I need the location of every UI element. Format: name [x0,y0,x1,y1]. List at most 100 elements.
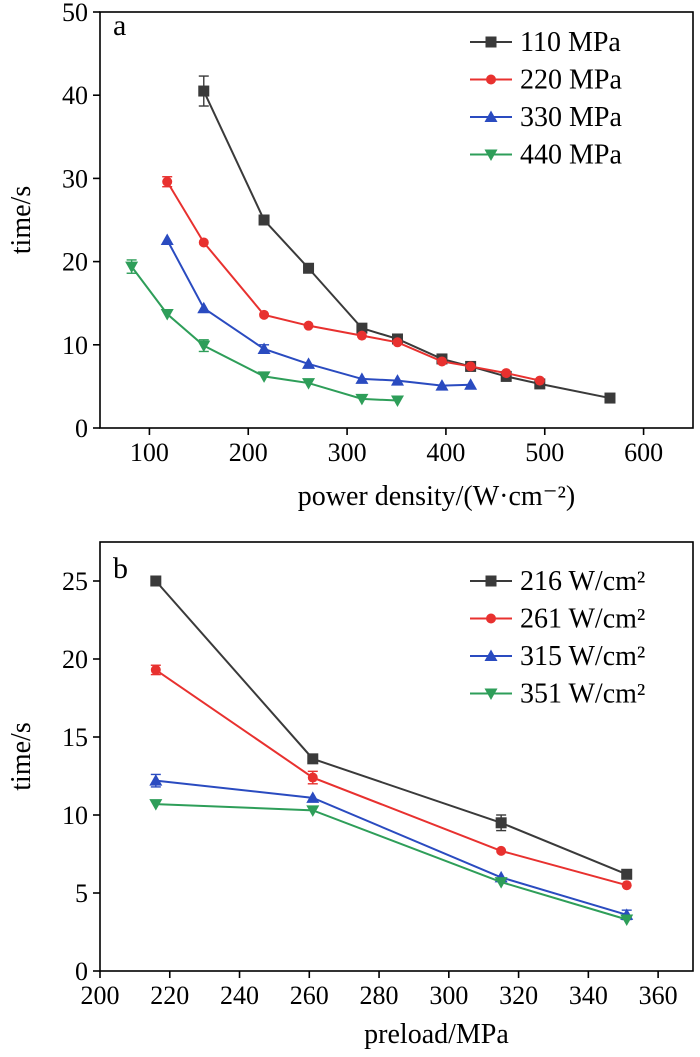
y-axis-label: time/s [6,186,37,254]
legend-marker [486,74,496,85]
x-tick-label: 320 [499,981,538,1010]
x-tick-label: 360 [639,981,678,1010]
legend-entry: 220 MPa [470,65,622,96]
data-point [259,309,270,320]
data-point [604,392,616,404]
legend-label: 315 W/cm² [520,641,645,672]
x-tick-label: 340 [569,981,608,1010]
plot-frame [99,11,694,429]
series-261-w-cm- [150,664,632,891]
data-point [494,877,508,889]
data-point [307,772,318,783]
data-point [306,791,320,803]
legend-marker [484,110,498,122]
data-point [621,880,632,891]
legend-label: 330 MPa [520,102,622,133]
x-tick-label: 100 [130,438,169,467]
data-point [197,301,211,314]
series-220-mpa [162,176,545,386]
legend-label: 220 MPa [520,65,622,96]
y-tick-label: 30 [62,164,88,193]
x-tick-label: 500 [525,438,564,467]
x-axis-label: preload/MPa [364,1019,509,1050]
x-tick-label: 240 [220,981,259,1010]
data-point [302,378,316,390]
data-point [306,805,320,817]
series-330-mpa [160,233,478,391]
data-point [303,320,314,331]
series-line [166,181,541,382]
series-line [155,779,628,916]
data-point [436,356,447,367]
y-tick-label: 0 [75,957,88,986]
data-point [621,868,633,880]
data-point [356,322,368,334]
x-tick-label: 280 [360,981,399,1010]
chart-panel-a: 100 200 300 400 500 600 0 10 20 30 40 50 power densi… [6,0,694,512]
y-tick-label: 0 [75,414,88,443]
y-tick-label: 40 [62,81,88,110]
series-216-w-cm- [150,575,633,880]
data-point [355,393,369,406]
legend-label: 351 W/cm² [520,679,645,710]
legend-marker [484,649,498,661]
data-point [160,233,174,245]
data-point [495,817,507,829]
legend-label: 440 MPa [520,140,622,171]
data-point [302,357,316,369]
data-point [435,379,449,391]
x-tick-label: 300 [429,981,468,1010]
plot-frame [99,541,694,972]
y-tick-label: 20 [62,645,88,674]
x-tick-label: 400 [426,438,465,467]
legend-label: 261 W/cm² [520,604,645,635]
legend-entry: 261 W/cm² [470,604,645,635]
data-point [125,261,139,274]
series-line [155,580,628,876]
y-tick-label: 15 [62,723,88,752]
x-tick-label: 300 [328,438,367,467]
legend-marker [485,36,497,48]
panel-letter: a [113,9,126,42]
data-point [465,361,476,372]
y-tick-label: 25 [62,567,88,596]
data-point [390,374,404,386]
series-line [166,239,471,387]
legend-entry: 110 MPa [470,27,621,58]
x-tick-label: 220 [150,981,189,1010]
legend-entry: 351 W/cm² [470,679,645,710]
legend-entry: 440 MPa [470,140,622,171]
y-tick-label: 10 [62,801,88,830]
data-point [257,342,271,354]
series-line [202,90,611,400]
y-tick-label: 5 [75,879,88,908]
y-tick-label: 20 [62,248,88,277]
series-440-mpa [125,259,404,408]
x-tick-label: 260 [290,981,329,1010]
legend-marker [485,575,497,587]
legend-entry: 330 MPa [470,102,622,133]
legend-label: 110 MPa [520,27,621,58]
data-point [307,753,319,765]
series-line [155,669,627,887]
x-tick-label: 600 [624,438,663,467]
chart-panel-b: 200 220 240 260 280 300 320 340 360 0 5 10 15 20 25 pre… [6,541,694,1050]
legend-marker [484,149,498,161]
data-point [303,262,315,274]
series-line [155,803,628,921]
data-point [355,372,369,384]
data-point [464,378,478,390]
x-tick-label: 200 [229,438,268,467]
data-point [198,237,209,248]
data-point [496,845,507,856]
y-axis-label: time/s [6,722,37,790]
data-point [392,337,403,348]
data-point [356,330,367,341]
data-point [390,395,404,408]
legend-label: 216 W/cm² [520,566,645,597]
panel-letter: b [113,552,128,585]
legend-marker [486,613,496,624]
data-point [257,371,271,383]
legend-entry: 315 W/cm² [470,641,645,672]
